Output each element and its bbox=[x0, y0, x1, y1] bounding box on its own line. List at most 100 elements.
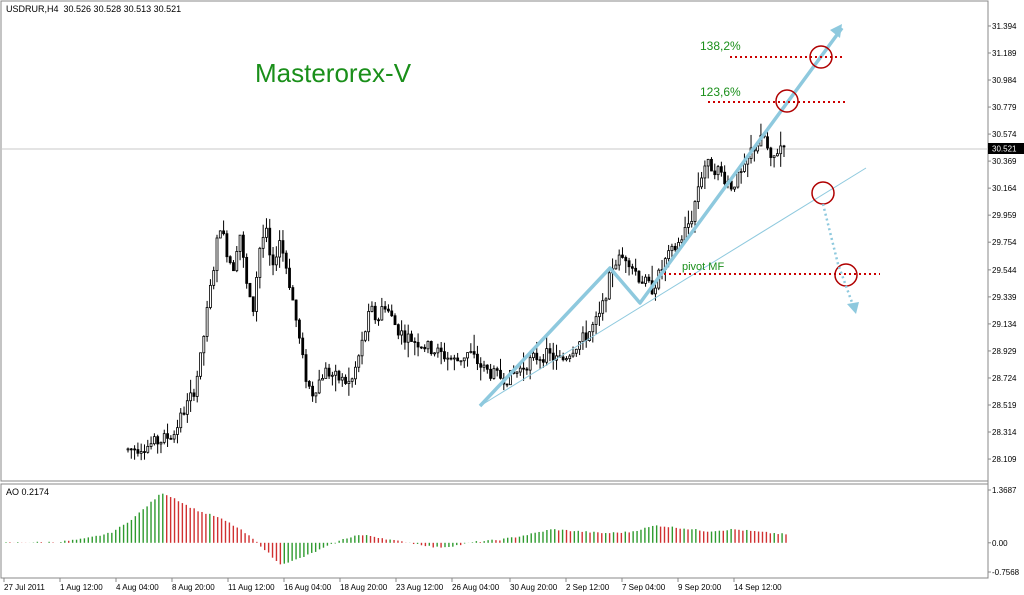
candle-body bbox=[291, 287, 295, 301]
candle-body bbox=[700, 177, 703, 188]
candle-body bbox=[172, 434, 176, 440]
ao-tick-label: 0.00 bbox=[992, 539, 1008, 548]
candle-body bbox=[360, 339, 364, 357]
price-tick-label: 30.574 bbox=[992, 130, 1017, 139]
candle-body bbox=[538, 359, 542, 362]
price-tick-label: 30.164 bbox=[992, 184, 1017, 193]
candles bbox=[126, 123, 786, 461]
main-pane-frame bbox=[0, 0, 989, 482]
candle-body bbox=[756, 145, 760, 152]
candle-body bbox=[212, 270, 216, 286]
candle-body bbox=[719, 166, 723, 173]
candle-body bbox=[284, 252, 288, 269]
candle-body bbox=[205, 307, 209, 337]
candle-body bbox=[298, 319, 301, 339]
candle-body bbox=[588, 331, 591, 341]
candle-body bbox=[499, 369, 502, 379]
candle-body bbox=[261, 236, 265, 249]
candle-body bbox=[169, 437, 173, 440]
candle-body bbox=[314, 392, 318, 397]
candle-body bbox=[508, 369, 512, 386]
candle-body bbox=[452, 357, 456, 360]
reversal-circle bbox=[811, 181, 835, 205]
fib-label-123: 123,6% bbox=[700, 85, 741, 99]
candle-body bbox=[482, 364, 486, 368]
symbol-label: USDRUR,H4 bbox=[6, 4, 59, 14]
candle-body bbox=[614, 264, 618, 270]
candle-body bbox=[525, 368, 529, 371]
candle-body bbox=[739, 171, 743, 173]
candle-body bbox=[330, 374, 334, 377]
candle-body bbox=[327, 367, 331, 377]
candle-body bbox=[466, 352, 469, 359]
candle-body bbox=[265, 227, 268, 238]
ao-tick-label: -0.7568 bbox=[992, 568, 1020, 577]
candle-body bbox=[416, 341, 420, 348]
candle-body bbox=[189, 392, 193, 402]
candle-body bbox=[446, 357, 450, 360]
candle-body bbox=[640, 281, 644, 284]
time-tick-label: 30 Aug 20:00 bbox=[510, 583, 558, 592]
projection-arrow bbox=[821, 203, 856, 309]
time-tick-label: 26 Aug 04:00 bbox=[452, 583, 500, 592]
candle-body bbox=[667, 250, 671, 260]
candle-body bbox=[337, 370, 341, 381]
candle-body bbox=[248, 282, 252, 298]
candle-body bbox=[307, 381, 311, 387]
candle-body bbox=[673, 245, 677, 251]
candle-body bbox=[528, 357, 532, 371]
target-circle-123 bbox=[775, 89, 799, 113]
ao-indicator-label: AO 0.2174 bbox=[6, 487, 50, 497]
candle-body bbox=[479, 363, 483, 368]
candle-body bbox=[419, 346, 423, 349]
candle-body bbox=[571, 352, 575, 357]
candle-body bbox=[680, 239, 684, 243]
candle-body bbox=[304, 354, 308, 382]
candle-body bbox=[696, 186, 700, 203]
time-tick-label: 7 Sep 04:00 bbox=[622, 583, 666, 592]
candle-body bbox=[561, 356, 565, 361]
candle-body bbox=[443, 351, 446, 360]
candle-body bbox=[278, 240, 282, 258]
price-tick-label: 28.519 bbox=[992, 401, 1017, 410]
candle-body bbox=[225, 233, 229, 258]
candle-body bbox=[195, 375, 199, 397]
candle-body bbox=[637, 270, 641, 283]
candle-body bbox=[390, 310, 394, 317]
candle-body bbox=[423, 346, 427, 350]
candle-body bbox=[769, 147, 773, 158]
time-tick-label: 23 Aug 12:00 bbox=[396, 583, 444, 592]
candle-body bbox=[630, 266, 634, 269]
candle-body bbox=[779, 145, 783, 155]
price-tick-label: 30.369 bbox=[992, 157, 1017, 166]
candle-body bbox=[400, 330, 404, 336]
candle-body bbox=[146, 446, 150, 453]
candle-body bbox=[476, 353, 479, 365]
time-tick-label: 4 Aug 04:00 bbox=[116, 583, 159, 592]
candle-body bbox=[156, 436, 160, 445]
candle-body bbox=[581, 332, 585, 343]
trend-line bbox=[479, 167, 867, 407]
candle-body bbox=[690, 221, 694, 225]
candle-body bbox=[317, 379, 321, 394]
candle-body bbox=[235, 251, 239, 272]
price-tick-label: 28.109 bbox=[992, 455, 1017, 464]
ao-histogram: 1.3687 0.00 -0.7568 bbox=[5, 486, 1020, 577]
candle-body bbox=[159, 441, 163, 445]
candle-body bbox=[192, 392, 196, 397]
price-tick-label: 30.779 bbox=[992, 103, 1017, 112]
candle-body bbox=[548, 348, 552, 354]
candle-body bbox=[179, 412, 183, 429]
candle-body bbox=[350, 378, 354, 382]
time-tick-label: 9 Sep 20:00 bbox=[678, 583, 722, 592]
candle-body bbox=[238, 234, 242, 252]
time-tick-label: 18 Aug 20:00 bbox=[340, 583, 388, 592]
chart-header: USDRUR,H4 30.526 30.528 30.513 30.521 bbox=[6, 4, 181, 14]
candle-body bbox=[373, 305, 377, 321]
candle-body bbox=[354, 366, 357, 380]
candle-body bbox=[281, 240, 285, 254]
target-circle-138 bbox=[809, 45, 833, 69]
candle-body bbox=[766, 136, 769, 149]
candle-body bbox=[716, 166, 720, 176]
